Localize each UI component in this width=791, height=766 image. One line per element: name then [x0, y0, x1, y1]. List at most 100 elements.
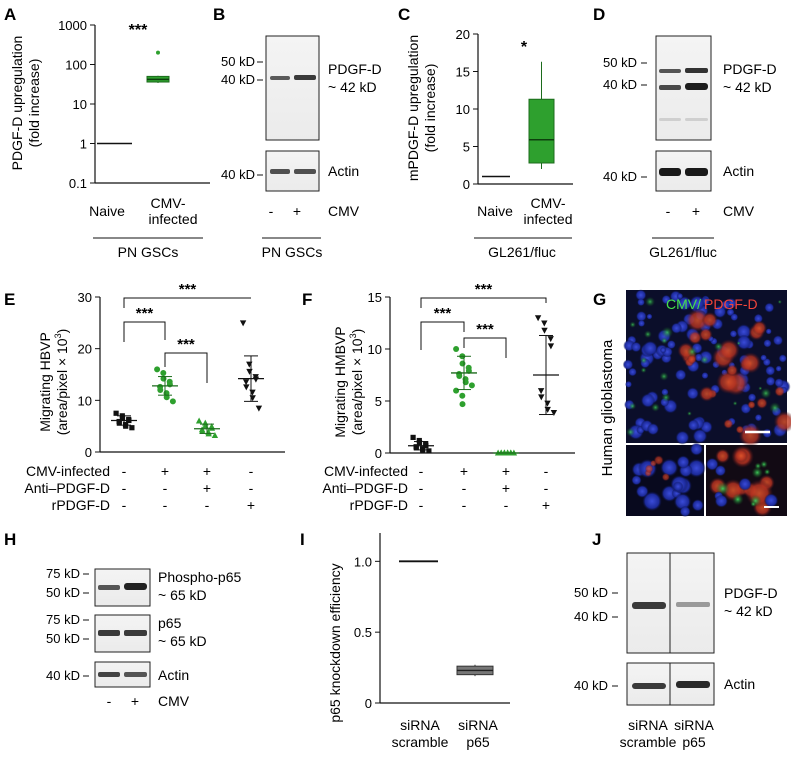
y-tick: 0.1 — [69, 176, 95, 191]
lane-label: siRNA — [674, 717, 714, 733]
nucleus-blob — [640, 393, 656, 408]
panel-letter: E — [4, 290, 15, 309]
x-tick-label: Naive — [477, 203, 513, 219]
nucleus-blob — [765, 376, 776, 387]
nucleus-blob — [670, 322, 683, 334]
x-tick-label: infected — [523, 211, 572, 227]
y-tick-label: 0.5 — [354, 625, 372, 640]
band — [659, 118, 681, 121]
nucleus-blob — [687, 419, 700, 432]
band-label: ~ 42 kD — [723, 79, 772, 95]
significance-bracket — [420, 321, 465, 350]
loading-label: Actin — [328, 163, 359, 179]
loading-label: Actin — [723, 163, 754, 179]
nucleus-blob — [642, 340, 658, 356]
nucleus-blob — [775, 365, 782, 372]
nucleus-blob — [642, 491, 662, 512]
cmv-signal — [643, 330, 652, 339]
condition-label: Anti–PDGF-D — [322, 480, 408, 496]
cmv-signal — [700, 355, 709, 365]
nucleus-blob — [705, 457, 719, 471]
marker-label: 75 kD — [46, 612, 80, 627]
y-axis-label-sup: 3 — [53, 333, 63, 338]
significance-brackets: *** *** *** — [420, 281, 547, 358]
nucleus-blob — [630, 341, 642, 353]
condition-sign: - — [462, 497, 467, 513]
y-ticks: 0 10 20 30 — [78, 290, 100, 460]
y-tick-label: 10 — [73, 97, 87, 112]
data-point — [195, 417, 203, 424]
lane-label: p65 — [682, 734, 706, 750]
cmv-signal — [640, 367, 647, 374]
condition-table: CMV-infected - + + -Anti–PDGF-D - - + -rPDGF-D - -… — [24, 463, 255, 513]
box-plot-a — [97, 50, 170, 145]
panel-b: B 50 kD 40 kD PDGF-D ~ 42 kD 40 kD Actin… — [213, 5, 382, 260]
band — [632, 683, 666, 689]
band — [294, 75, 316, 80]
y-tick-label: 15 — [456, 65, 470, 80]
panel-letter: I — [300, 530, 305, 549]
y-axis-label-part: ) — [349, 329, 365, 334]
nucleus-blob — [729, 329, 738, 338]
nucleus-blob — [701, 371, 709, 380]
band-label: ~ 42 kD — [724, 603, 773, 619]
lane-sign: + — [131, 693, 139, 709]
band — [632, 602, 666, 609]
x-tick-label: p65 — [466, 734, 490, 750]
marker-label: 50 kD — [46, 585, 80, 600]
significance-label: *** — [179, 281, 197, 298]
nucleus-blob — [625, 380, 633, 388]
band — [294, 169, 316, 174]
marker-label: 40 kD — [574, 609, 608, 624]
scatter-points — [111, 320, 264, 438]
band — [98, 630, 120, 636]
data-point — [538, 394, 545, 401]
panel-a: A PDGF-D upregulation (fold increase) 10… — [4, 5, 210, 260]
nucleus-blob — [686, 387, 699, 400]
data-point — [169, 398, 176, 405]
panel-j: J 50 kD 40 kD PDGF-D ~ 42 kD 40 kD Actin… — [574, 530, 778, 750]
y-axis-label: (area/pixel × 103) — [53, 329, 70, 436]
significance-label: *** — [476, 321, 494, 338]
nucleus-blob — [635, 289, 647, 301]
data-point — [547, 343, 555, 350]
nucleus-blob — [765, 365, 776, 376]
marker-label: 50 kD — [574, 585, 608, 600]
data-point — [123, 423, 129, 429]
condition-label: rPDGF-D — [350, 497, 408, 513]
pdgfd-signal — [733, 448, 749, 463]
lane-label: siRNA — [628, 717, 668, 733]
y-tick-label: 15 — [368, 290, 382, 305]
nucleus-blob — [659, 346, 667, 354]
pdgfd-signal — [735, 425, 745, 434]
condition-label: CMV-infected — [26, 463, 110, 479]
data-point — [550, 409, 558, 416]
data-point — [541, 320, 548, 327]
x-tick-label: siRNA — [458, 717, 498, 733]
y-ticks: 0 0.5 1.0 — [354, 554, 380, 711]
panel-i: I p65 knockdown efficiency 0 0.5 1.0 siRNA… — [300, 530, 510, 750]
data-point — [163, 394, 170, 401]
nucleus-blob — [747, 393, 757, 402]
y-tick-label: 1 — [80, 137, 87, 152]
pdgfd-signal — [738, 423, 763, 448]
nucleus-blob — [763, 493, 779, 508]
y-tick-label: 100 — [65, 58, 87, 73]
group-label: PN GSCs — [262, 244, 323, 260]
data-point — [544, 406, 551, 413]
cmv-signal — [750, 501, 757, 508]
condition-sign: - — [544, 480, 549, 496]
data-point — [453, 387, 460, 394]
cmv-signal — [628, 402, 637, 410]
treatment-label: CMV — [723, 203, 755, 219]
cmv-signal — [760, 460, 768, 469]
data-point — [541, 327, 548, 334]
pdgfd-signal — [716, 369, 741, 395]
condition-sign: + — [502, 480, 510, 496]
data-point — [242, 379, 250, 386]
significance-bracket — [420, 297, 547, 308]
data-point — [456, 373, 463, 380]
nucleus-blob — [714, 464, 727, 477]
band — [659, 69, 681, 73]
data-point — [199, 427, 206, 434]
